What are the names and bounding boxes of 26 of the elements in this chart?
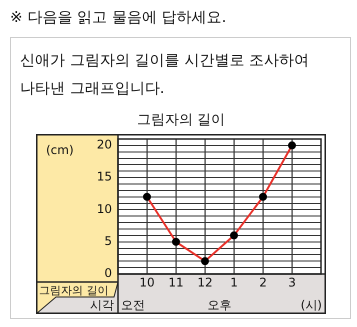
y-tick-label: 15 (96, 170, 112, 184)
text: 오전 (121, 298, 145, 312)
x-tick-label: 1 (230, 275, 238, 290)
y-axis-title: 그림자의 길이 (39, 284, 108, 297)
text: (cm) (46, 143, 74, 157)
point (201, 257, 209, 266)
y-tick-label: 0 (104, 266, 112, 280)
point (230, 231, 238, 240)
x-axis-title: 시각 (90, 298, 114, 312)
y-tick-label: 10 (96, 202, 112, 216)
chart-title: 그림자의 길이 (136, 111, 226, 129)
x-tick-label: 3 (288, 275, 296, 290)
point (143, 192, 151, 201)
text: 오후 (208, 298, 232, 312)
chart-subtitle: 신애가 그림자의 길이를 시간별로 조사하여 나타낸 그래프입니다. (20, 50, 310, 99)
text: (시) (300, 298, 322, 312)
y-tick-label: 20 (96, 138, 112, 152)
x-tick-label: 2 (259, 275, 267, 290)
y-tick-label: 5 (104, 234, 112, 248)
x-tick-label: 11 (168, 275, 184, 290)
x-tick-label: 12 (197, 275, 213, 290)
point (172, 238, 180, 246)
point (259, 192, 267, 201)
x-tick-label: 10 (139, 275, 155, 290)
text: ※ 다음을 읽고 물음에 답하세요. (10, 8, 226, 27)
point (288, 141, 296, 150)
